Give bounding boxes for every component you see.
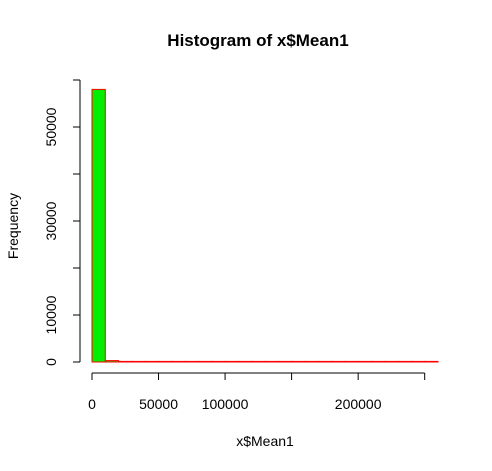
histogram-bar	[211, 360, 226, 363]
x-tick-label: 50000	[139, 396, 178, 412]
y-tick-label: 10000	[43, 295, 59, 334]
histogram-bar	[424, 360, 439, 363]
histogram-bar	[144, 360, 160, 363]
x-axis: 0 50000 100000 200000	[88, 372, 426, 412]
histogram-bars	[91, 88, 439, 363]
histogram-bar	[158, 360, 173, 363]
chart-title: Histogram of x$Mean1	[167, 31, 348, 50]
histogram-bar	[384, 360, 399, 363]
histogram-bar	[357, 360, 372, 363]
histogram-bar	[277, 360, 293, 363]
x-tick-label: 100000	[202, 396, 249, 412]
histogram-bar	[304, 360, 319, 363]
histogram-bar	[131, 360, 146, 363]
histogram-bar	[118, 360, 133, 363]
histogram-bar	[317, 360, 333, 363]
y-axis: 0 10000 30000 50000	[43, 79, 81, 366]
x-axis-label: x$Mean1	[236, 433, 294, 449]
histogram-bar	[184, 360, 199, 363]
histogram-bar	[224, 360, 239, 363]
histogram-bar	[251, 360, 266, 363]
histogram-bar	[331, 360, 346, 363]
histogram-bar	[291, 360, 306, 363]
y-tick-label: 50000	[43, 107, 59, 146]
histogram-bar	[91, 88, 106, 363]
histogram-bar	[237, 360, 253, 363]
histogram-bar	[370, 360, 386, 363]
y-tick-label: 0	[43, 358, 59, 366]
histogram-bar	[171, 360, 186, 363]
x-tick-label: 200000	[335, 396, 382, 412]
y-axis-label: Frequency	[5, 193, 21, 259]
histogram-bar	[264, 360, 279, 363]
histogram-bar	[197, 360, 213, 363]
histogram-bar	[410, 360, 426, 363]
y-tick-label: 30000	[43, 201, 59, 240]
histogram-bar	[344, 360, 359, 363]
x-tick-label: 0	[88, 396, 96, 412]
histogram-bar	[397, 360, 412, 363]
histogram-bar	[104, 360, 120, 363]
